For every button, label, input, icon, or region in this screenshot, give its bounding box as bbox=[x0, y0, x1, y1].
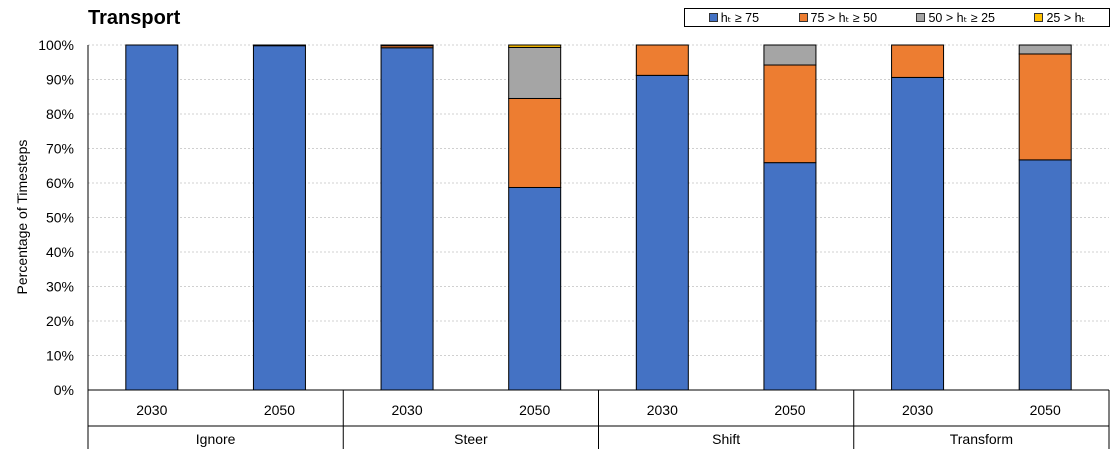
x-tick-label: 2050 bbox=[519, 402, 550, 418]
bar-segment bbox=[635, 74, 689, 391]
y-tick-label: 10% bbox=[46, 348, 74, 364]
y-tick-label: 90% bbox=[46, 72, 74, 88]
legend-swatch bbox=[708, 13, 718, 22]
bar-segment bbox=[508, 97, 562, 188]
bar-segment bbox=[508, 46, 562, 99]
legend-item: 25 > hₜ bbox=[1034, 10, 1085, 25]
legend-item: hₜ ≥ 75 bbox=[708, 10, 760, 25]
legend-swatch bbox=[916, 13, 926, 22]
bar-segment bbox=[635, 44, 689, 76]
group-label: Transform bbox=[950, 431, 1013, 447]
legend-label: 75 > hₜ ≥ 50 bbox=[810, 11, 878, 25]
y-tick-label: 30% bbox=[46, 279, 74, 295]
bar-segment bbox=[1018, 159, 1072, 391]
bar-segment bbox=[763, 44, 817, 66]
y-tick-label: 80% bbox=[46, 106, 74, 122]
x-tick-label: 2030 bbox=[647, 402, 678, 418]
group-label: Shift bbox=[712, 431, 740, 447]
x-tick-label: 2050 bbox=[264, 402, 295, 418]
bar-segment bbox=[1018, 44, 1072, 55]
bar-segment bbox=[252, 44, 306, 47]
y-tick-label: 50% bbox=[46, 210, 74, 226]
y-tick-label: 40% bbox=[46, 244, 74, 260]
x-tick-label: 2030 bbox=[902, 402, 933, 418]
bar-segment bbox=[763, 162, 817, 391]
group-label: Steer bbox=[454, 431, 488, 447]
y-tick-label: 70% bbox=[46, 141, 74, 157]
y-tick-label: 60% bbox=[46, 175, 74, 191]
legend-swatch bbox=[798, 13, 808, 22]
bar-segment bbox=[252, 45, 306, 391]
x-tick-label: 2050 bbox=[774, 402, 805, 418]
bar-segment bbox=[891, 76, 945, 391]
legend-label: 50 > hₜ ≥ 25 bbox=[928, 11, 995, 25]
bar-segment bbox=[508, 44, 562, 48]
legend: hₜ ≥ 75 75 > hₜ ≥ 50 50 > hₜ ≥ 25 25 > h… bbox=[684, 8, 1110, 27]
legend-swatch bbox=[1034, 13, 1044, 22]
x-tick-label: 2030 bbox=[136, 402, 167, 418]
chart-title: Transport bbox=[88, 7, 181, 29]
legend-label: 25 > hₜ bbox=[1046, 11, 1086, 25]
bar-segment bbox=[125, 44, 179, 391]
bar-segment bbox=[508, 186, 562, 391]
x-tick-label: 2030 bbox=[391, 402, 422, 418]
bar-segment bbox=[891, 44, 945, 78]
y-tick-label: 0% bbox=[54, 382, 74, 398]
group-label: Ignore bbox=[196, 431, 236, 447]
bar-segment bbox=[380, 47, 434, 391]
y-tick-label: 20% bbox=[46, 313, 74, 329]
legend-label: hₜ ≥ 75 bbox=[720, 11, 760, 25]
legend-item: 75 > hₜ ≥ 50 bbox=[798, 10, 878, 25]
bar-segment bbox=[380, 44, 434, 47]
bar-segment bbox=[1018, 53, 1072, 161]
x-tick-label: 2050 bbox=[1030, 402, 1061, 418]
bar-segment bbox=[763, 64, 817, 164]
y-tick-label: 100% bbox=[38, 37, 74, 53]
legend-item: 50 > hₜ ≥ 25 bbox=[916, 10, 995, 25]
